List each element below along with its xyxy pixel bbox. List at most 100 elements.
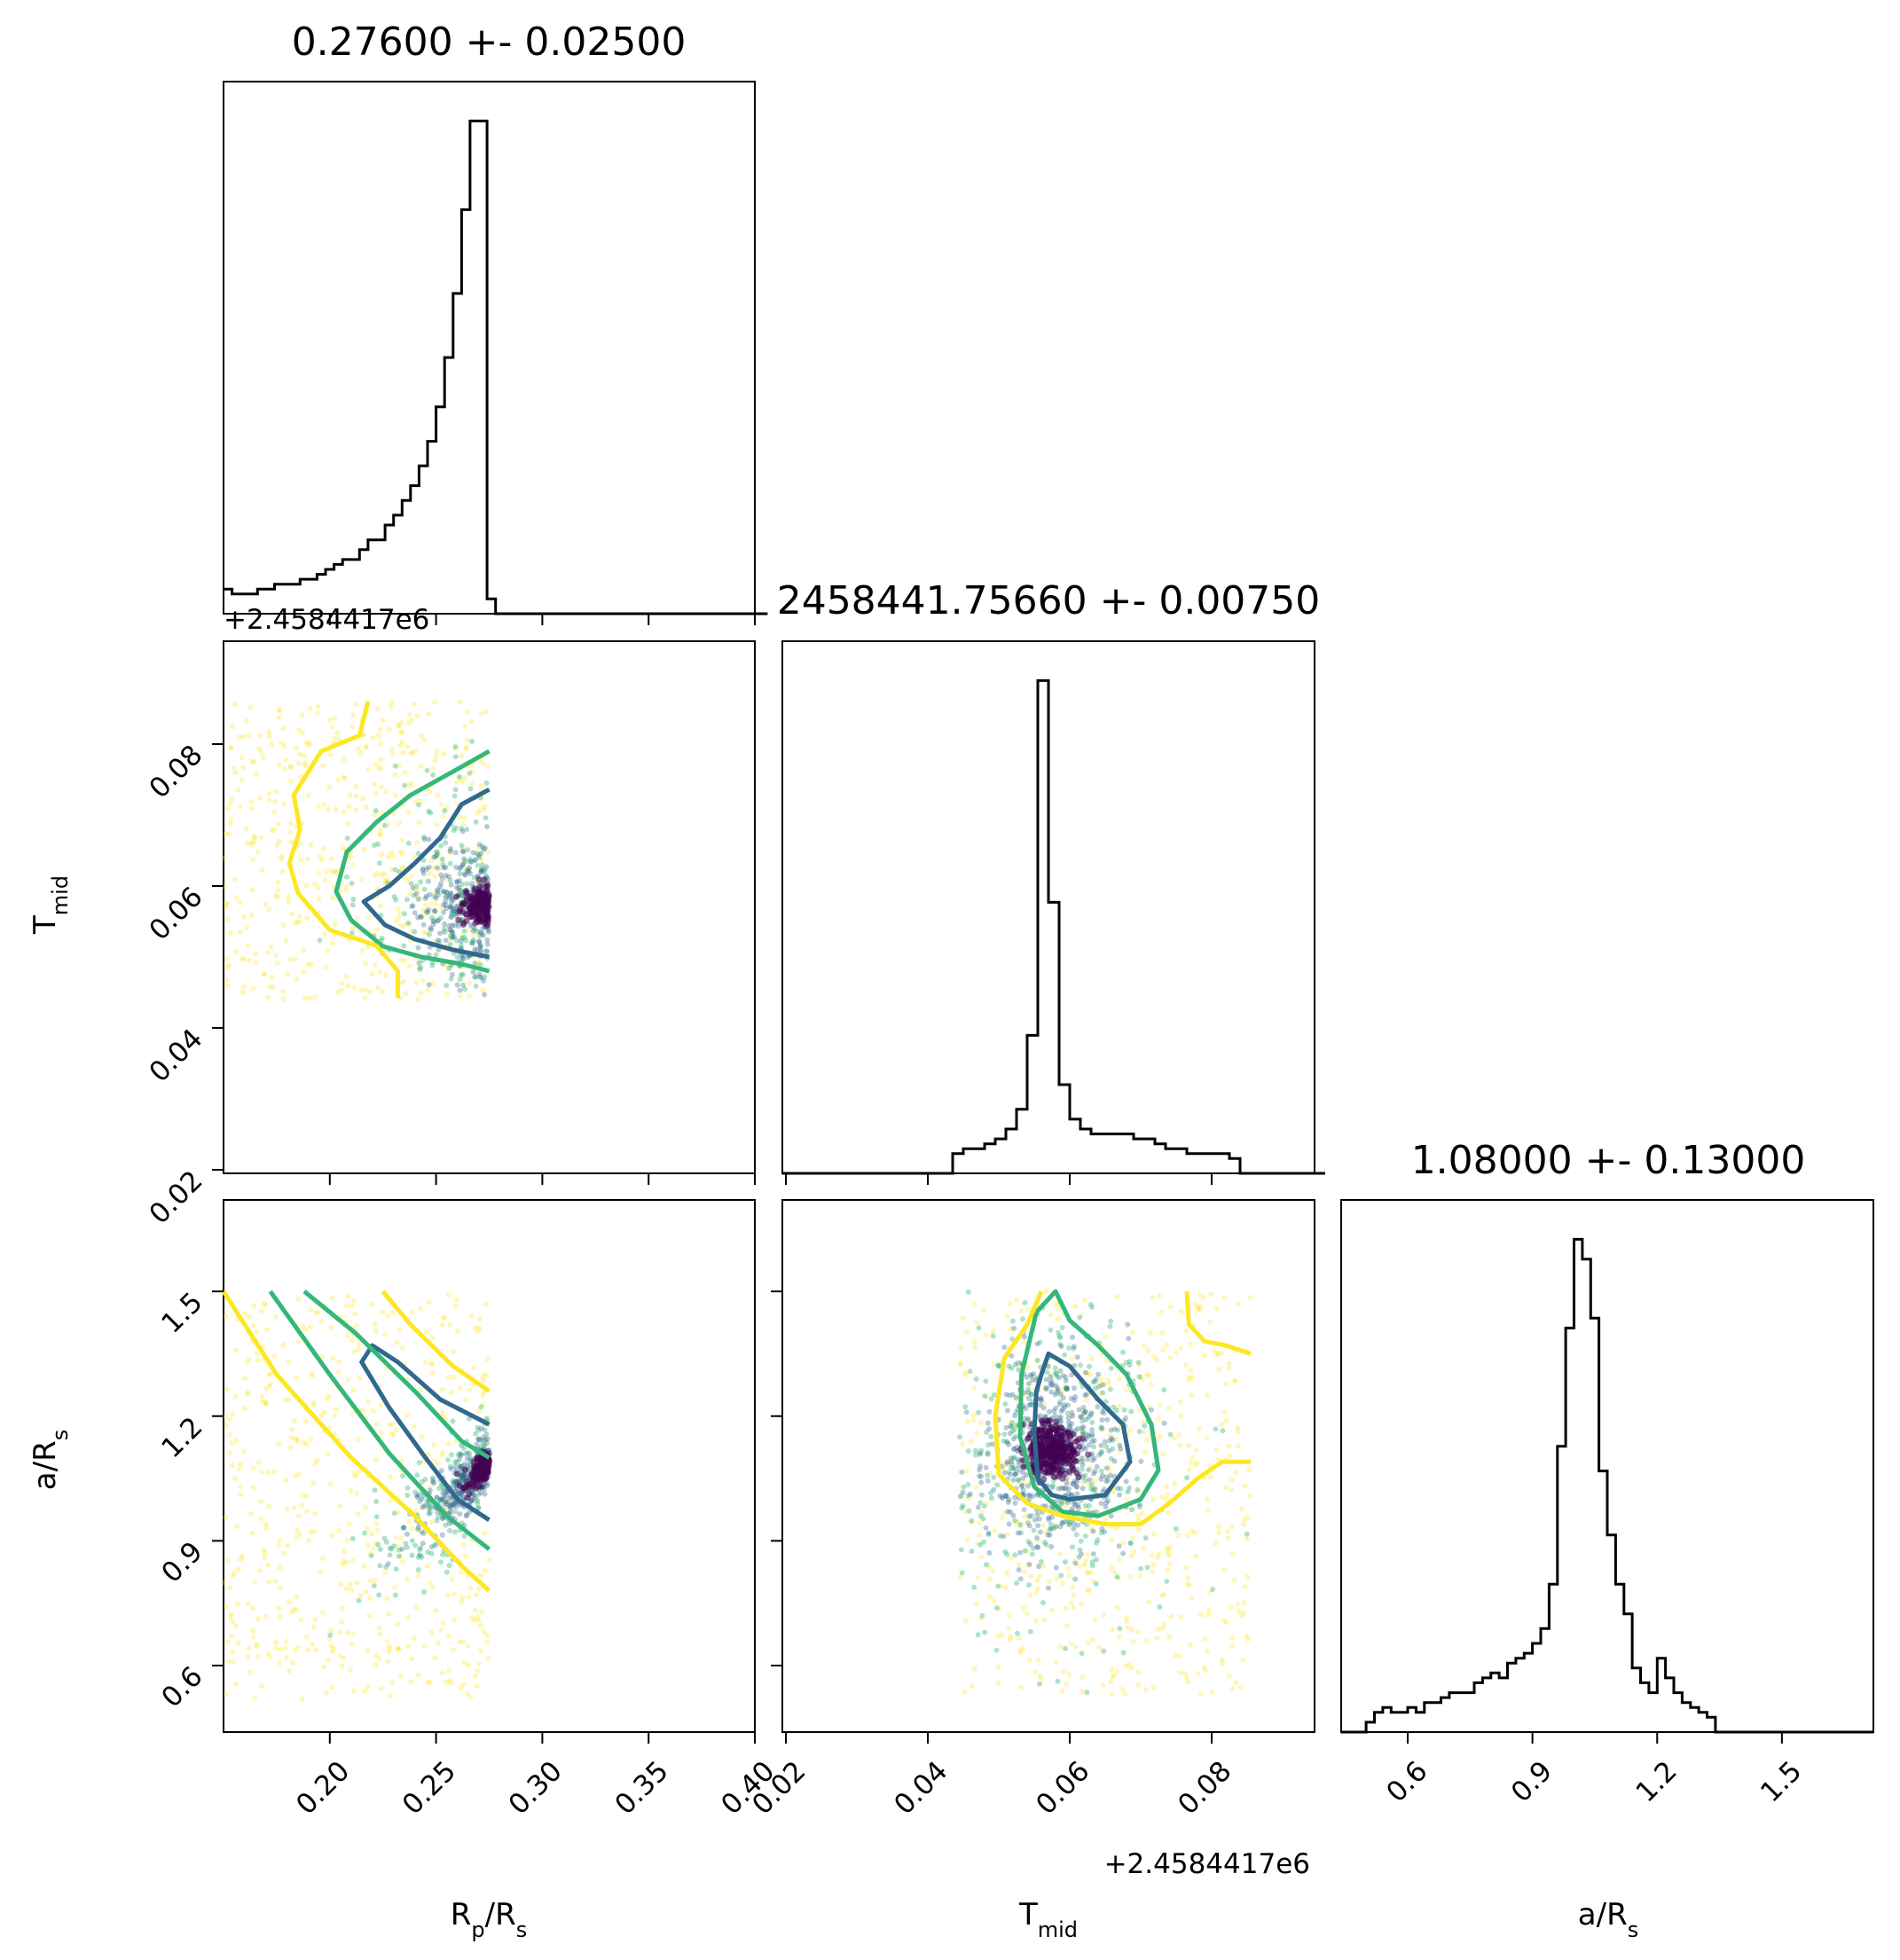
pair-rp-tmid-point — [482, 869, 487, 875]
pair-rp-tmid-point — [474, 897, 482, 904]
pair-tmid-ars-point — [1073, 1479, 1080, 1485]
pair-tmid-ars-point — [1200, 1295, 1206, 1301]
pair-rp-tmid-point — [449, 899, 455, 906]
pair-tmid-ars-point — [1079, 1650, 1085, 1657]
pair-tmid-ars-point — [1016, 1459, 1022, 1465]
pair-tmid-ars-point — [1082, 1478, 1088, 1484]
pair-tmid-ars-point — [1092, 1617, 1098, 1623]
pair-tmid-ars-point — [985, 1532, 992, 1538]
pair-tmid-ars-point — [1229, 1643, 1236, 1650]
pair-rp-tmid-point — [438, 905, 444, 911]
pair-tmid-ars-point — [1031, 1527, 1037, 1533]
pair-tmid-ars-point — [1166, 1561, 1173, 1567]
pair-rp-tmid-point — [428, 858, 435, 864]
pair-rp-tmid-point — [426, 931, 432, 937]
pair-rp-tmid-point — [437, 915, 444, 921]
pair-tmid-ars-point — [1087, 1588, 1093, 1594]
pair-tmid-ars-point — [1016, 1567, 1022, 1573]
pair-rp-ars-point — [344, 1537, 350, 1543]
pair-tmid-ars-point — [1061, 1486, 1067, 1492]
pair-tmid-ars-point — [1021, 1513, 1027, 1519]
pair-tmid-ars-point — [1094, 1463, 1100, 1470]
pair-rp-tmid-point — [271, 810, 278, 815]
pair-tmid-ars-point — [1015, 1630, 1020, 1636]
pair-rp-tmid-contour-middle — [334, 749, 491, 974]
pair-tmid-ars-point — [982, 1629, 988, 1635]
pair-rp-ars-point — [373, 1456, 379, 1462]
pair-tmid-ars-point — [997, 1533, 1003, 1539]
pair-tmid-ars-point — [1037, 1396, 1043, 1402]
pair-tmid-ars-point — [960, 1441, 966, 1447]
pair-rp-tmid-point — [412, 929, 418, 935]
pair-tmid-ars-point — [1066, 1672, 1072, 1678]
pair-rp-ars-point — [435, 1640, 441, 1646]
pair-tmid-ars-point — [1076, 1564, 1082, 1570]
pair-rp-tmid-point — [320, 846, 326, 852]
pair-rp-ars-point — [428, 1504, 434, 1510]
pair-rp-ars-point — [385, 1561, 391, 1567]
pair-rp-tmid-point — [377, 903, 383, 909]
pair-tmid-ars-point — [1034, 1341, 1040, 1347]
pair-tmid-ars-point — [1166, 1635, 1173, 1641]
pair-rp-ars-point — [312, 1617, 318, 1623]
pair-tmid-ars-point — [1007, 1392, 1013, 1399]
pair-tmid-ars-point — [1005, 1532, 1011, 1538]
pair-tmid-ars-point — [1110, 1437, 1116, 1443]
pair-tmid-ars-point — [1069, 1492, 1075, 1498]
pair-rp-ars-point — [444, 1506, 450, 1512]
pair-rp-tmid-point — [472, 946, 478, 953]
pair-rp-ars-contour-inner — [359, 1343, 491, 1522]
pair-tmid-ars-point — [1195, 1305, 1201, 1311]
pair-rp-ars-point — [298, 1617, 304, 1623]
pair-rp-tmid-point — [316, 896, 322, 902]
pair-rp-tmid-point — [383, 877, 389, 883]
pair-rp-ars-point — [413, 1508, 420, 1514]
pair-rp-tmid-point — [464, 881, 470, 887]
pair-tmid-ars-point — [1016, 1456, 1022, 1462]
pair-tmid-ars-point — [1041, 1617, 1048, 1623]
pair-rp-ars-point — [474, 1592, 480, 1598]
pair-tmid-ars-xtick-label: 0.04 — [888, 1755, 954, 1821]
pair-rp-ars-point — [251, 1303, 257, 1309]
hist-tmid-bar — [1123, 1134, 1134, 1173]
pair-rp-ars-point — [480, 1401, 486, 1407]
pair-tmid-ars-point — [1127, 1485, 1133, 1491]
pair-tmid-ars-point — [1072, 1558, 1078, 1564]
hist-ars-bar — [1649, 1693, 1657, 1732]
pair-rp-tmid-point — [247, 704, 254, 710]
pair-tmid-ars-point — [1012, 1500, 1018, 1506]
pair-rp-tmid-point — [274, 960, 280, 966]
pair-rp-tmid-point — [379, 784, 385, 790]
pair-rp-ars-point — [224, 1386, 230, 1392]
pair-rp-ars-point — [469, 1476, 476, 1483]
pair-rp-ars-point — [287, 1599, 292, 1605]
pair-tmid-ars-point — [1057, 1524, 1064, 1530]
pair-rp-ars-point — [273, 1313, 279, 1320]
pair-rp-ars-point — [266, 1384, 272, 1390]
pair-rp-tmid-point — [455, 916, 462, 924]
pair-rp-tmid-point — [367, 989, 373, 995]
pair-rp-tmid-point — [460, 953, 467, 959]
pair-rp-tmid-point — [371, 843, 377, 848]
pair-tmid-ars-point — [1023, 1406, 1029, 1412]
pair-rp-tmid-point — [412, 799, 419, 805]
pair-rp-ars-point — [390, 1310, 396, 1316]
pair-rp-tmid-point — [476, 974, 483, 980]
pair-tmid-ars-point — [1223, 1485, 1229, 1490]
pair-rp-ars-point — [357, 1593, 364, 1599]
pair-tmid-ars-point — [1069, 1421, 1074, 1427]
pair-rp-ars-point — [349, 1303, 355, 1309]
pair-tmid-ars-point — [1098, 1450, 1104, 1456]
pair-rp-ars-point — [326, 1636, 333, 1642]
pair-tmid-ars-point — [1062, 1352, 1068, 1358]
pair-rp-ars-contour-middle — [302, 1290, 491, 1460]
pair-tmid-ars-point — [1009, 1428, 1016, 1434]
pair-rp-ars-point — [336, 1527, 342, 1533]
pair-tmid-ars-point — [978, 1479, 985, 1486]
pair-rp-tmid-point — [232, 770, 239, 776]
pair-rp-ars-point — [421, 1502, 428, 1509]
pair-tmid-ars-point — [999, 1632, 1005, 1638]
hist-rp-bar — [419, 466, 428, 614]
pair-tmid-ars-point — [1193, 1447, 1199, 1454]
pair-tmid-ars-point — [1069, 1409, 1075, 1415]
